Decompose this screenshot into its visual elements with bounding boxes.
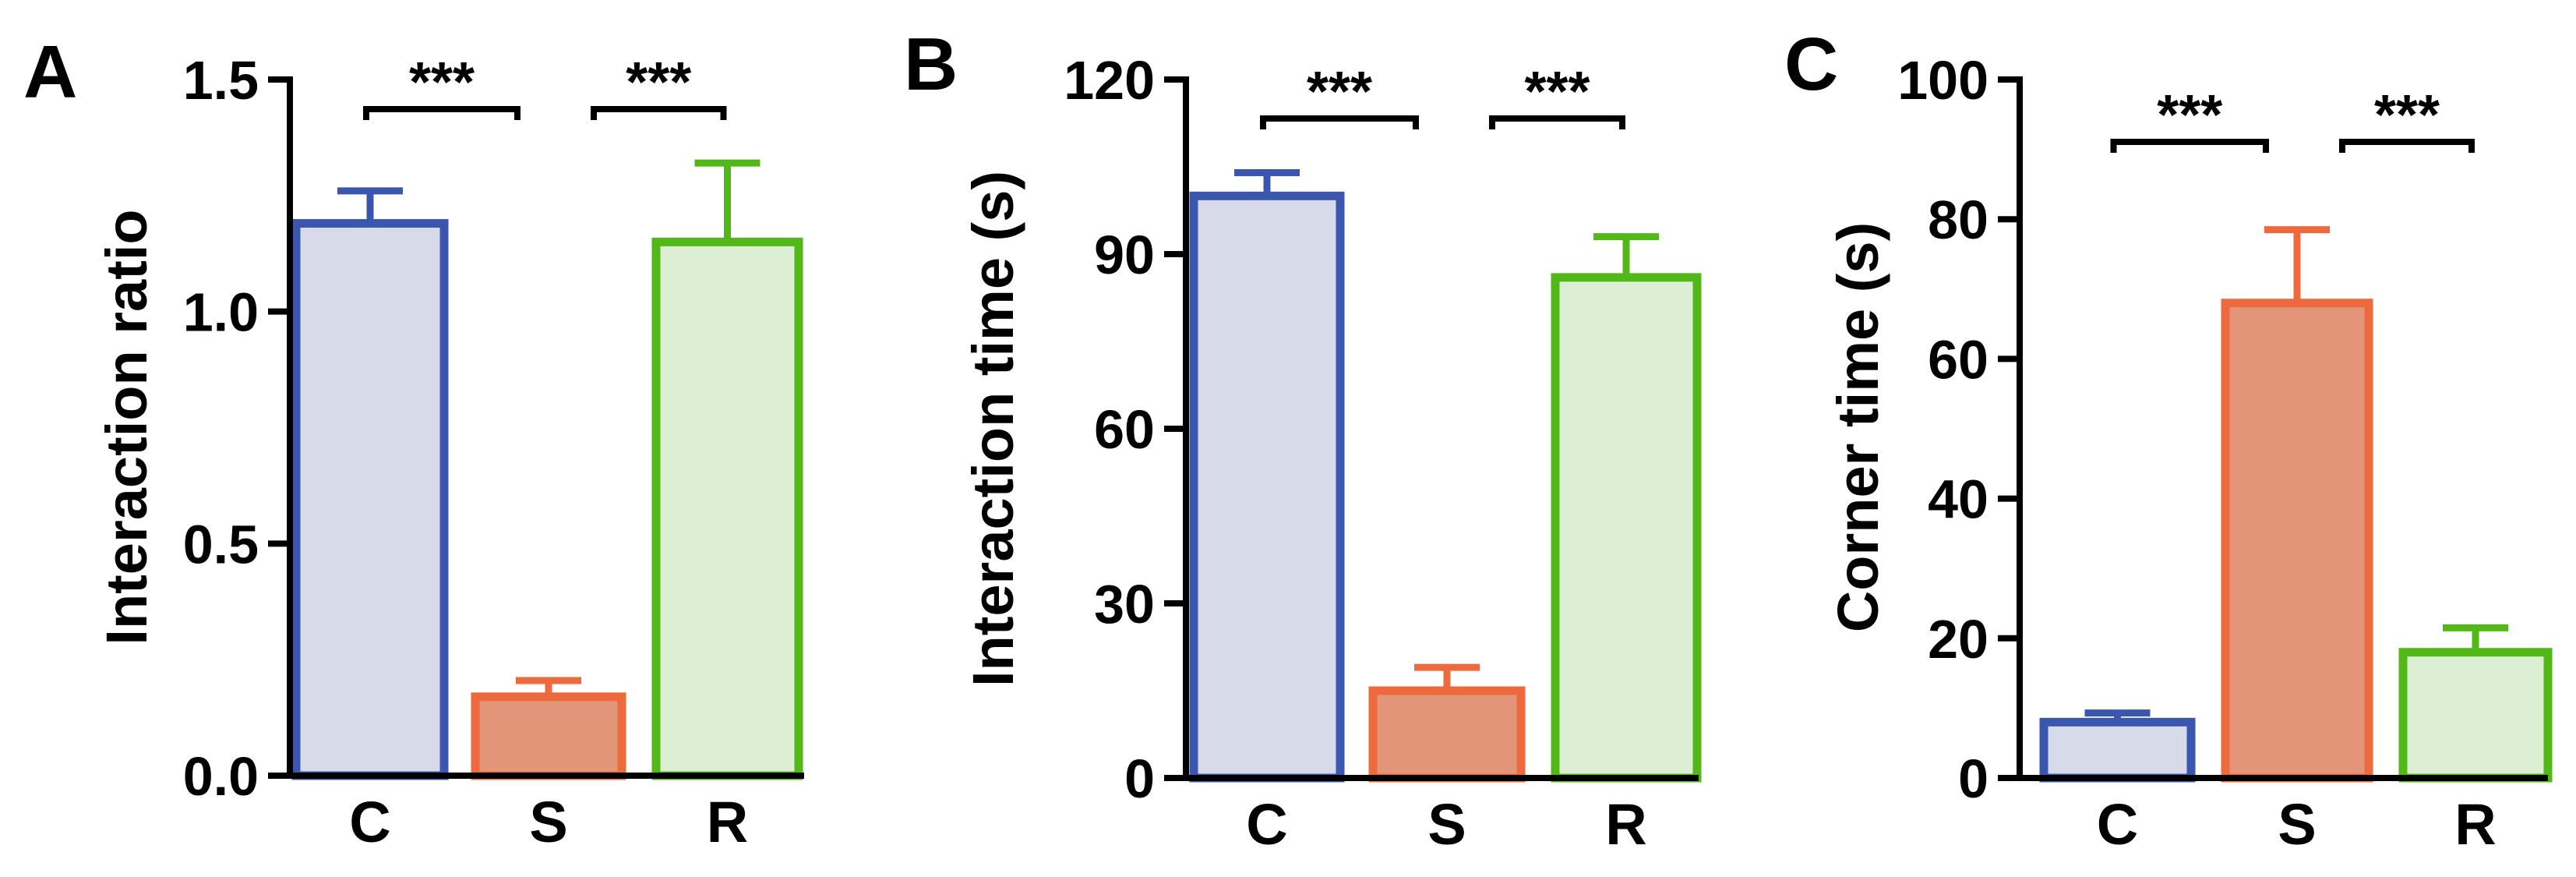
- x-tick-label-R: R: [707, 790, 748, 854]
- y-tick-label: 1.0: [183, 282, 259, 343]
- y-tick-label: 1.5: [183, 50, 259, 111]
- y-tick-label: 60: [1094, 399, 1155, 460]
- panel-letter: C: [1784, 23, 1838, 106]
- significance-bracket: [591, 106, 727, 120]
- bar-S: [1368, 686, 1526, 783]
- panel-C: C Corner time (s) C S R 0 20 40 60 80 100 *** ***: [1784, 23, 2553, 857]
- x-tick-label-C: C: [349, 790, 390, 854]
- x-tick-label-R: R: [2454, 792, 2496, 857]
- x-tick-label-C: C: [1246, 792, 1287, 857]
- y-tick-label: 20: [1928, 609, 1988, 670]
- panel-letter: A: [23, 30, 77, 114]
- significance-label: ***: [409, 51, 475, 114]
- bar-C: [1189, 191, 1345, 783]
- y-tick-label: 120: [1064, 50, 1155, 111]
- y-tick-label: 90: [1094, 225, 1155, 285]
- panel-letter: B: [904, 23, 958, 106]
- y-tick-label: 0.5: [183, 514, 259, 575]
- significance-label: ***: [1307, 61, 1372, 123]
- y-tick-label: 100: [1897, 50, 1988, 111]
- panel-B: B Interaction time (s) C S R 0 30 60 90 120 *** ***: [904, 23, 1702, 857]
- y-axis-title: Interaction ratio: [94, 209, 159, 645]
- significance-label: ***: [1524, 61, 1590, 123]
- y-tick-label: 40: [1928, 469, 1988, 530]
- x-tick-label-C: C: [2097, 792, 2138, 857]
- bar-S: [2221, 299, 2373, 783]
- significance-bracket: [2110, 139, 2269, 153]
- bar-S: [471, 692, 626, 780]
- y-tick-label: 0: [1958, 748, 1988, 809]
- panel-A: A Interaction ratio C S R 0.0 0.5 1.0 1.5 *** ***: [23, 30, 804, 854]
- x-tick-label-S: S: [1427, 792, 1466, 857]
- significance-bracket: [1260, 115, 1419, 129]
- significance-label: ***: [626, 51, 691, 114]
- x-tick-label-S: S: [2278, 792, 2316, 857]
- significance-bracket: [363, 106, 520, 120]
- significance-bracket: [1489, 115, 1625, 129]
- y-tick-label: 0: [1124, 748, 1155, 809]
- significance-label: ***: [2374, 84, 2440, 147]
- y-tick-label: 30: [1094, 574, 1155, 635]
- significance-label: ***: [2157, 84, 2222, 147]
- x-tick-label-R: R: [1605, 792, 1646, 857]
- bar-R: [2398, 648, 2553, 783]
- bar-R: [1551, 273, 1702, 783]
- y-tick-label: 0.0: [183, 746, 259, 807]
- y-tick-label: 80: [1928, 189, 1988, 250]
- y-axis-title: Interaction time (s): [961, 171, 1025, 687]
- significance-bracket: [2339, 139, 2475, 153]
- bar-C: [2039, 717, 2196, 783]
- y-axis-title: Corner time (s): [1826, 222, 1890, 632]
- y-tick-label: 60: [1928, 329, 1988, 390]
- bar-C: [291, 219, 449, 780]
- bar-R: [651, 237, 803, 780]
- x-tick-label-S: S: [529, 790, 567, 854]
